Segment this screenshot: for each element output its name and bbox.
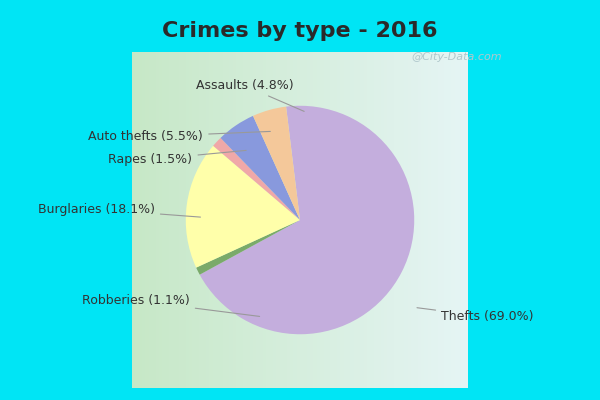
Text: Robberies (1.1%): Robberies (1.1%) (82, 294, 260, 316)
Wedge shape (221, 116, 300, 220)
Text: Thefts (69.0%): Thefts (69.0%) (417, 308, 533, 323)
Wedge shape (213, 138, 300, 220)
Text: Auto thefts (5.5%): Auto thefts (5.5%) (88, 130, 271, 143)
Text: @City-Data.com: @City-Data.com (411, 52, 502, 62)
Wedge shape (200, 106, 414, 334)
Wedge shape (186, 146, 300, 268)
Wedge shape (196, 220, 300, 275)
Wedge shape (253, 107, 300, 220)
Text: Assaults (4.8%): Assaults (4.8%) (196, 79, 304, 111)
Text: Burglaries (18.1%): Burglaries (18.1%) (38, 203, 200, 217)
Text: Crimes by type - 2016: Crimes by type - 2016 (162, 21, 438, 41)
Text: Rapes (1.5%): Rapes (1.5%) (109, 150, 246, 166)
